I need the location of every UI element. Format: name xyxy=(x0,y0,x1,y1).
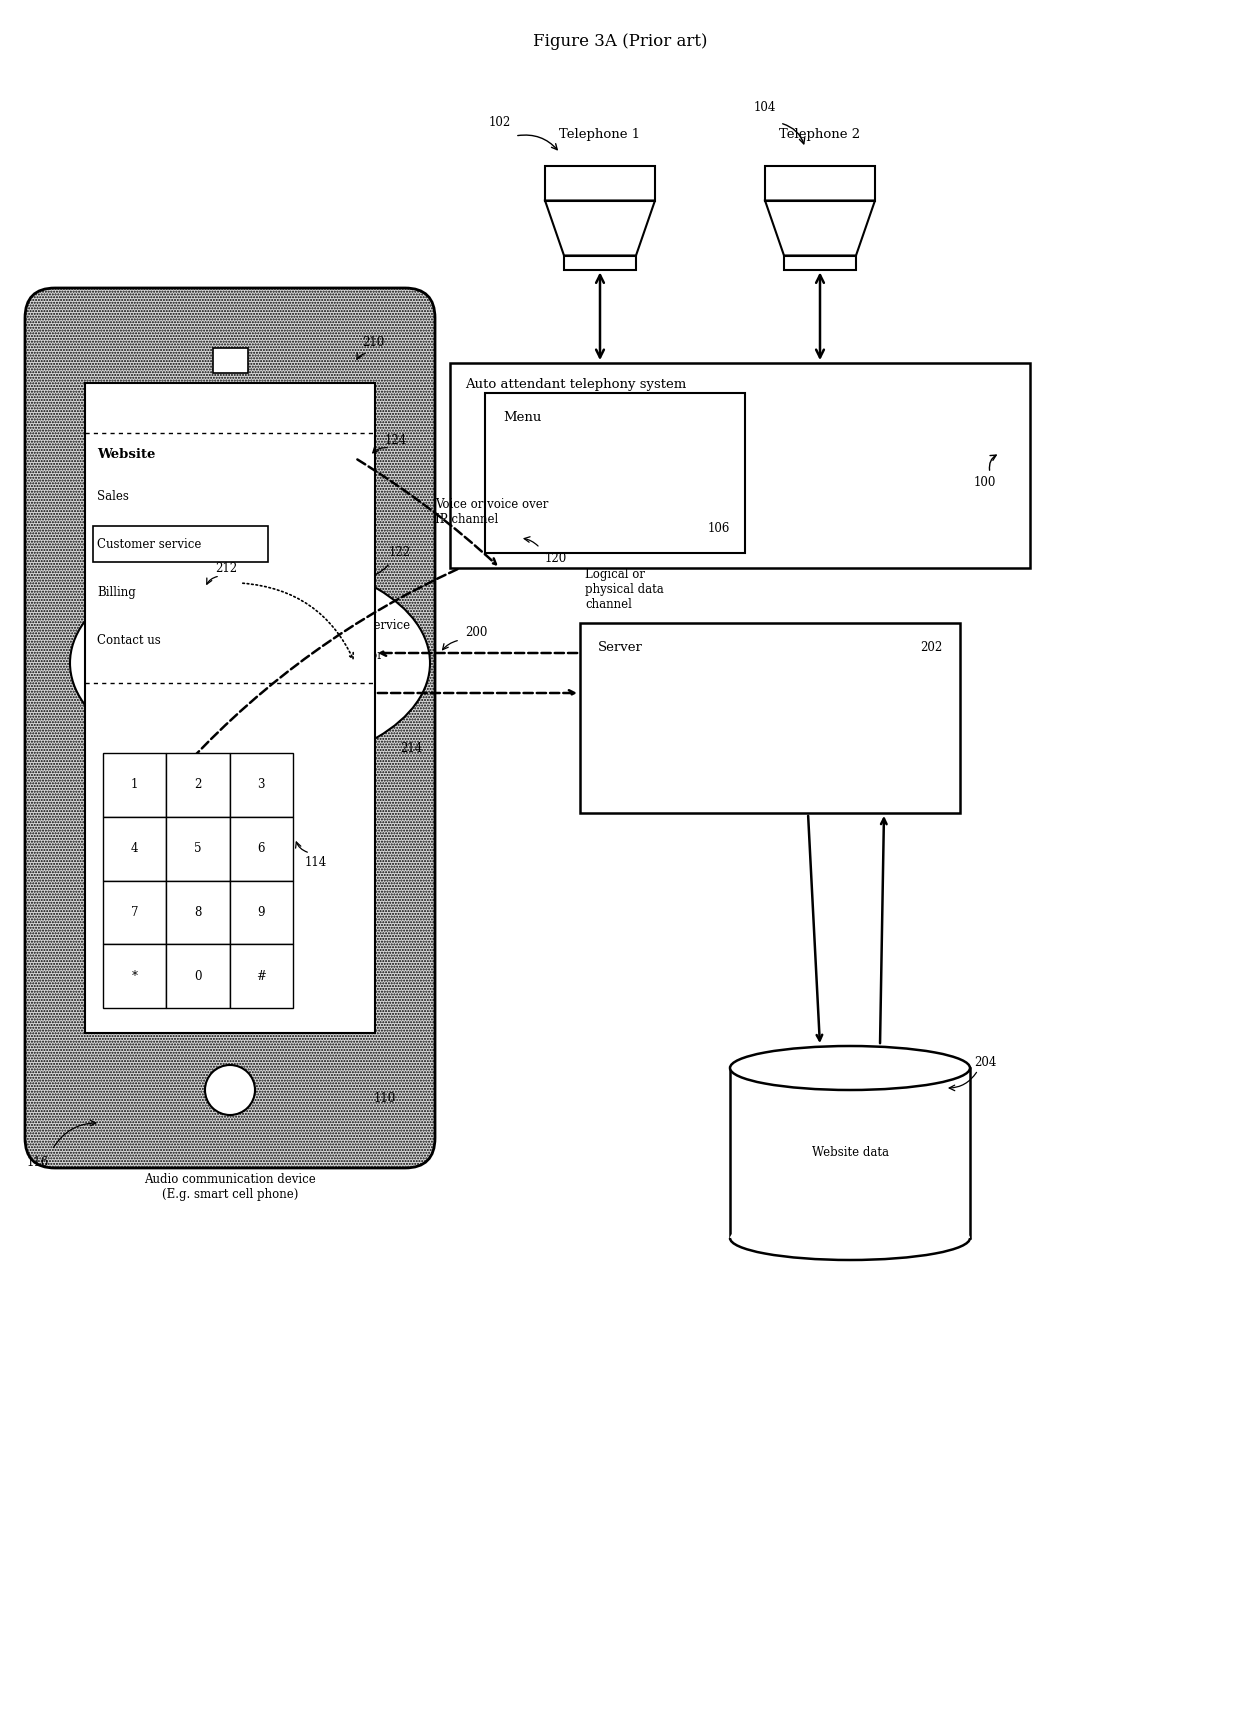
Text: 214: 214 xyxy=(401,742,423,754)
Ellipse shape xyxy=(69,558,430,768)
Bar xyxy=(546,165,655,201)
Text: Customer service: Customer service xyxy=(97,538,201,551)
Text: 106: 106 xyxy=(708,522,730,534)
Text: Telephone 1: Telephone 1 xyxy=(559,129,641,141)
Text: Logical or
physical data
channel: Logical or physical data channel xyxy=(585,569,663,612)
Text: 202: 202 xyxy=(920,641,942,655)
Text: *: * xyxy=(131,969,138,983)
Bar xyxy=(103,816,166,881)
Text: Telephone 2: Telephone 2 xyxy=(780,129,861,141)
Text: 9: 9 xyxy=(258,905,265,919)
Text: 2: 2 xyxy=(195,778,202,792)
Bar xyxy=(765,165,875,201)
Bar xyxy=(564,256,636,270)
Text: 8: 8 xyxy=(195,905,202,919)
Bar xyxy=(166,752,229,816)
Text: 5: 5 xyxy=(195,842,202,856)
Text: 210: 210 xyxy=(362,337,384,349)
Bar xyxy=(229,752,293,816)
Text: Audio communication device
(E.g. smart cell phone): Audio communication device (E.g. smart c… xyxy=(144,1173,316,1201)
Text: 110: 110 xyxy=(374,1091,396,1105)
Text: 124: 124 xyxy=(384,433,407,447)
Bar xyxy=(93,526,268,562)
Bar xyxy=(166,881,229,945)
FancyBboxPatch shape xyxy=(25,289,435,1168)
Text: Server: Server xyxy=(598,641,642,655)
Bar xyxy=(580,624,960,813)
Bar xyxy=(450,362,1030,569)
Text: 122: 122 xyxy=(389,546,412,560)
Bar xyxy=(103,945,166,1008)
Bar xyxy=(86,383,374,1033)
Ellipse shape xyxy=(730,1046,970,1089)
Bar xyxy=(229,945,293,1008)
Text: 7: 7 xyxy=(131,905,139,919)
Text: 102: 102 xyxy=(489,117,511,129)
Text: Website data: Website data xyxy=(811,1146,889,1160)
Text: 4: 4 xyxy=(131,842,139,856)
Bar xyxy=(730,1069,970,1239)
Bar xyxy=(229,816,293,881)
Text: Voice or voice over
IP channel: Voice or voice over IP channel xyxy=(435,498,548,526)
Bar xyxy=(784,256,856,270)
Circle shape xyxy=(205,1065,255,1115)
Text: 204: 204 xyxy=(973,1057,996,1070)
Text: 3: 3 xyxy=(258,778,265,792)
Text: 6: 6 xyxy=(258,842,265,856)
Text: Billing: Billing xyxy=(97,586,135,600)
Text: 116: 116 xyxy=(27,1156,50,1170)
Text: #: # xyxy=(257,969,267,983)
Bar xyxy=(212,349,248,373)
Text: 0: 0 xyxy=(195,969,202,983)
Text: 1: 1 xyxy=(131,778,139,792)
Text: Sales: Sales xyxy=(97,490,129,503)
Text: Menu: Menu xyxy=(503,411,542,424)
Text: Contact us: Contact us xyxy=(97,634,161,648)
Text: Press 1 for sales
Press 2 for customer service
Press 3 for billing
Press 4 for t: Press 1 for sales Press 2 for customer s… xyxy=(241,605,410,661)
Text: 100: 100 xyxy=(973,476,996,490)
Bar xyxy=(103,752,166,816)
Text: Figure 3A (Prior art): Figure 3A (Prior art) xyxy=(533,33,707,50)
Text: 200: 200 xyxy=(465,627,487,639)
Text: 114: 114 xyxy=(305,857,327,869)
Bar xyxy=(485,393,745,553)
Text: Auto attendant telephony system: Auto attendant telephony system xyxy=(465,378,686,392)
Text: 104: 104 xyxy=(754,101,776,115)
Text: 212: 212 xyxy=(215,562,237,574)
Bar xyxy=(166,816,229,881)
Bar xyxy=(166,945,229,1008)
Text: 120: 120 xyxy=(546,551,567,565)
Bar xyxy=(229,881,293,945)
Text: Website: Website xyxy=(97,448,155,460)
Bar xyxy=(103,881,166,945)
Ellipse shape xyxy=(730,1216,970,1259)
